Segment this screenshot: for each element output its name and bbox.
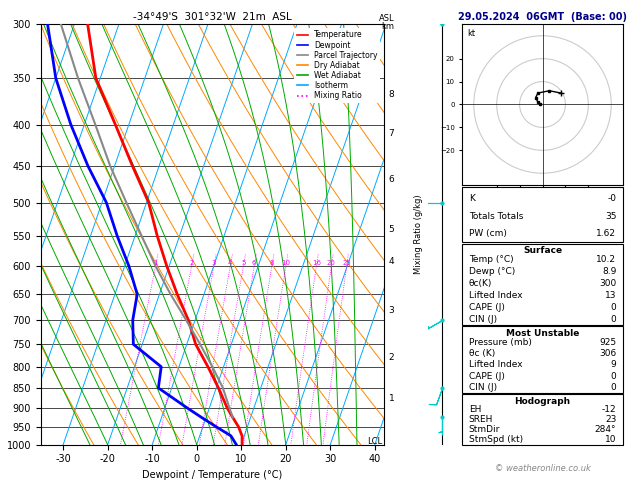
Text: 3: 3 [389,306,394,314]
Text: θᴄ (K): θᴄ (K) [469,349,495,358]
Text: km: km [381,22,394,31]
Text: Mixing Ratio (g/kg): Mixing Ratio (g/kg) [414,195,423,274]
Text: Temp (°C): Temp (°C) [469,256,513,264]
Text: Surface: Surface [523,246,562,255]
Text: CAPE (J): CAPE (J) [469,372,504,381]
Text: 1: 1 [153,260,158,266]
Text: 0: 0 [611,303,616,312]
Text: 25: 25 [342,260,351,266]
Text: 16: 16 [312,260,321,266]
Bar [462,187,623,243]
Text: 8: 8 [389,90,394,99]
Text: -12: -12 [602,405,616,414]
Text: 6: 6 [389,175,394,184]
Text: 0: 0 [611,314,616,324]
Text: 4: 4 [389,257,394,266]
Text: 300: 300 [599,279,616,288]
Text: 23: 23 [605,415,616,424]
Text: 20: 20 [327,260,336,266]
Y-axis label: hPa: hPa [0,226,1,243]
Text: 925: 925 [599,338,616,347]
Text: 0: 0 [611,383,616,392]
Text: Lifted Index: Lifted Index [469,360,522,369]
Text: Totals Totals: Totals Totals [469,211,523,221]
Bar [462,244,623,325]
Text: 5: 5 [389,225,394,234]
Text: 6: 6 [252,260,257,266]
Text: 1: 1 [389,394,394,402]
Text: 306: 306 [599,349,616,358]
Text: Lifted Index: Lifted Index [469,291,522,300]
Text: 284°: 284° [595,425,616,434]
Text: 0: 0 [611,372,616,381]
Text: 1.62: 1.62 [596,229,616,238]
Text: 35: 35 [605,211,616,221]
Text: StmSpd (kt): StmSpd (kt) [469,435,523,444]
Text: 13: 13 [605,291,616,300]
Text: 3: 3 [211,260,216,266]
Text: -0: -0 [607,194,616,203]
Text: Dewp (°C): Dewp (°C) [469,267,515,276]
Text: 9: 9 [611,360,616,369]
Text: 8: 8 [270,260,274,266]
Text: SREH: SREH [469,415,493,424]
Text: 2: 2 [389,352,394,362]
Text: 29.05.2024  06GMT  (Base: 00): 29.05.2024 06GMT (Base: 00) [458,12,627,22]
Text: kt: kt [467,29,476,38]
Text: LCL: LCL [367,437,382,447]
Text: 8.9: 8.9 [602,267,616,276]
Legend: Temperature, Dewpoint, Parcel Trajectory, Dry Adiabat, Wet Adiabat, Isotherm, Mi: Temperature, Dewpoint, Parcel Trajectory… [294,28,380,103]
Text: Most Unstable: Most Unstable [506,329,579,338]
Text: PW (cm): PW (cm) [469,229,506,238]
Text: EH: EH [469,405,481,414]
Text: CAPE (J): CAPE (J) [469,303,504,312]
Text: 2: 2 [189,260,194,266]
Text: StmDir: StmDir [469,425,500,434]
Text: CIN (J): CIN (J) [469,314,497,324]
X-axis label: Dewpoint / Temperature (°C): Dewpoint / Temperature (°C) [142,470,282,480]
Bar [462,395,623,445]
Text: Hodograph: Hodograph [515,397,571,406]
Text: Pressure (mb): Pressure (mb) [469,338,532,347]
Text: CIN (J): CIN (J) [469,383,497,392]
Text: K: K [469,194,475,203]
Text: 7: 7 [389,129,394,138]
Bar [462,326,623,393]
Text: 10: 10 [281,260,291,266]
Text: 4: 4 [228,260,233,266]
Title: -34°49'S  301°32'W  21m  ASL: -34°49'S 301°32'W 21m ASL [133,12,292,22]
Text: © weatheronline.co.uk: © weatheronline.co.uk [494,464,591,473]
Text: θᴄ(K): θᴄ(K) [469,279,492,288]
Text: 10.2: 10.2 [596,256,616,264]
Text: 5: 5 [241,260,245,266]
Text: 10: 10 [605,435,616,444]
Text: ASL: ASL [379,14,394,23]
